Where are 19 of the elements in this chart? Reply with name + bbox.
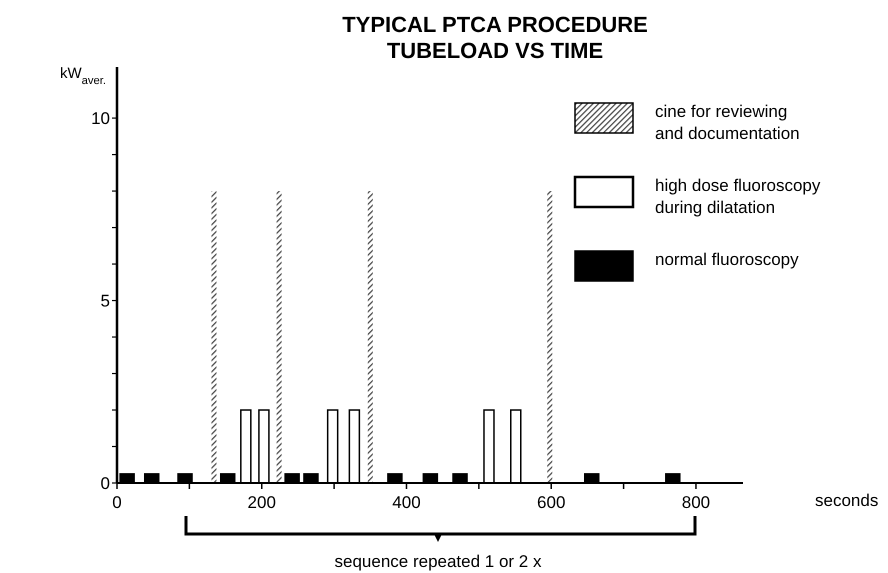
bar [211, 191, 216, 483]
y-tick-label: 10 [91, 109, 110, 128]
bar [368, 191, 373, 483]
bar [547, 191, 552, 483]
legend-label: high dose fluoroscopy during dilatation [655, 176, 821, 217]
bar [276, 191, 282, 483]
text: sequence repeated 1 or 2 x [334, 552, 542, 571]
x-tick-label: 0 [112, 493, 122, 512]
y-tick-label: 0 [100, 474, 110, 493]
x-axis-title: seconds [815, 491, 878, 510]
x-tick-label: 800 [682, 493, 710, 512]
legend-label: cine for reviewing and documentation [655, 102, 800, 143]
chart-title: TYPICAL PTCA PROCEDURE TUBELOAD VS TIME [342, 12, 648, 63]
legend-label: normal fluoroscopy [655, 250, 800, 269]
x-tick-label: 200 [248, 493, 276, 512]
y-tick-label: 5 [100, 292, 110, 311]
x-tick-label: 400 [392, 493, 421, 512]
y-axis-title: kW$_{aver.}$ [60, 65, 106, 87]
x-tick-label: 600 [537, 493, 566, 512]
